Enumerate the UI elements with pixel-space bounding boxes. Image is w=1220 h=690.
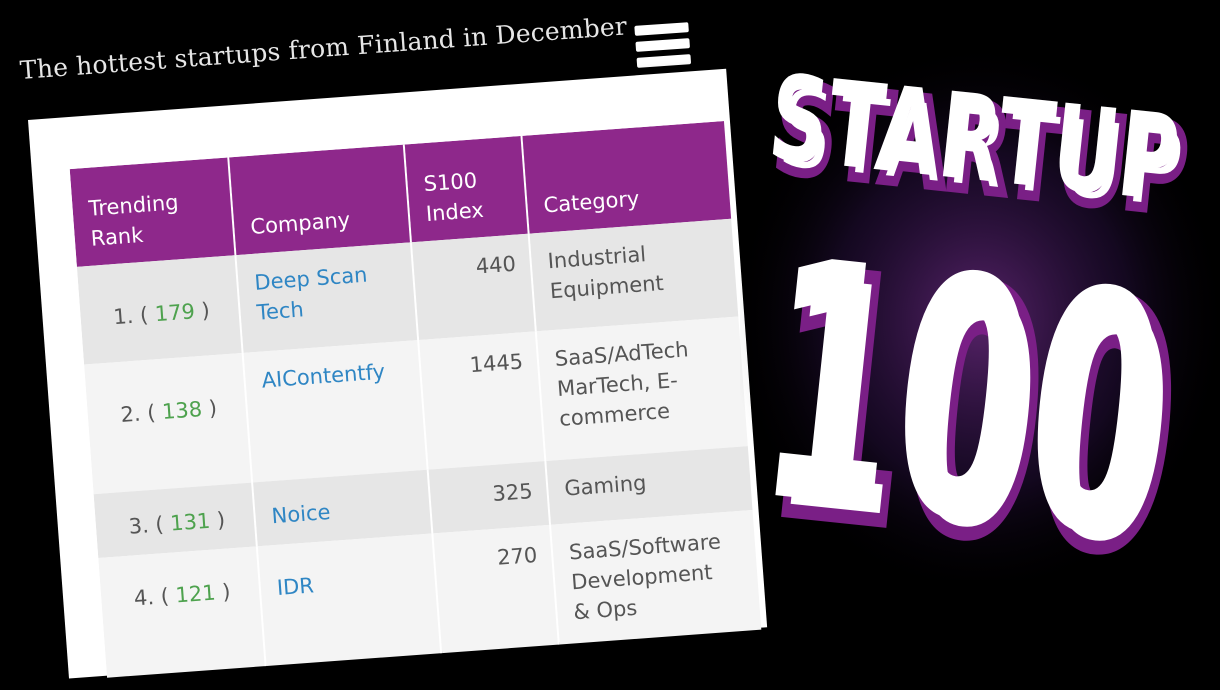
category-cell: SaaS/Software Development & Ops — [551, 509, 762, 645]
company-cell: IDR — [257, 533, 443, 666]
previous-rank-value: 179 — [153, 299, 196, 327]
index-cell: 270 — [433, 524, 560, 654]
company-cell: AIContentfy — [243, 339, 429, 483]
previous-rank-value: 121 — [174, 580, 217, 608]
previous-rank-value: 131 — [169, 508, 212, 536]
column-header-rank[interactable]: Trending Rank — [69, 157, 237, 267]
column-header-index[interactable]: S100 Index — [404, 135, 530, 243]
company-link[interactable]: IDR — [276, 573, 315, 600]
trending-table: Trending Rank Company S100 Index Categor… — [69, 121, 762, 678]
rank-cell: 2. ( 138 ) — [84, 352, 254, 495]
company-cell: Deep Scan Tech — [236, 242, 420, 353]
category-cell: Industrial Equipment — [529, 218, 739, 332]
index-cell: 440 — [411, 233, 537, 340]
startup-100-logo: STARTUP STARTUP 100 100 — [740, 40, 1220, 580]
trending-table-card: Trending Rank Company S100 Index Categor… — [28, 68, 768, 679]
rank-cell: 3. ( 131 ) — [93, 482, 258, 559]
column-header-company[interactable]: Company — [229, 144, 412, 256]
page-title: The hottest startups from Finland in Dec… — [18, 11, 628, 85]
hamburger-menu-icon[interactable] — [634, 22, 692, 76]
previous-rank-value: 138 — [161, 397, 203, 424]
category-cell: SaaS/AdTech MarTech, E-commerce — [536, 316, 748, 461]
column-header-category[interactable]: Category — [522, 121, 732, 234]
company-link[interactable]: AIContentfy — [260, 359, 386, 393]
company-link[interactable]: Deep Scan Tech — [253, 262, 369, 325]
rank-cell: 1. ( 179 ) — [76, 255, 244, 365]
logo-word-100: 100 — [745, 188, 1183, 580]
rank-cell: 4. ( 121 ) — [98, 546, 267, 678]
company-link[interactable]: Noice — [270, 499, 332, 529]
svg-text:100: 100 — [755, 204, 1193, 580]
index-cell: 1445 — [419, 331, 547, 470]
index-cell: 325 — [428, 460, 552, 534]
